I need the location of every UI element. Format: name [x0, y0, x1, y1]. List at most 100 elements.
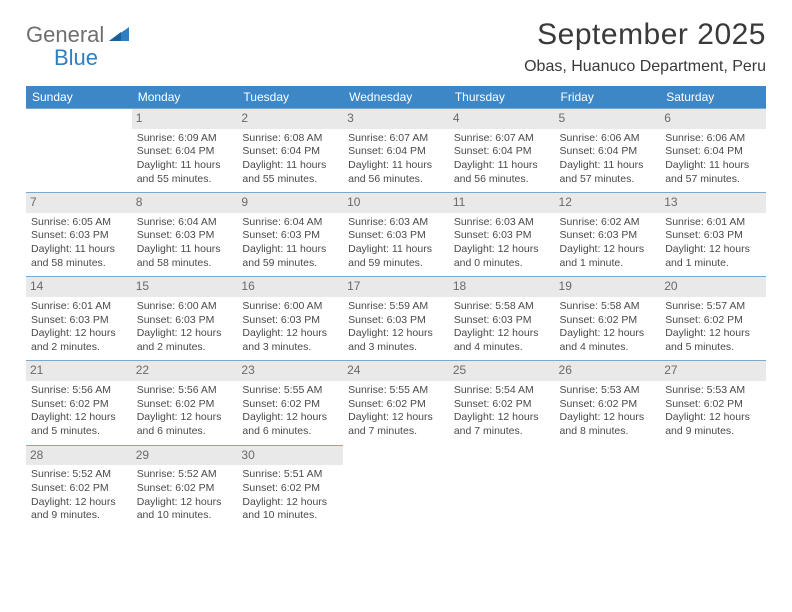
calendar-day-cell: 19Sunrise: 5:58 AMSunset: 6:02 PMDayligh…	[555, 277, 661, 361]
sunrise-text: Sunrise: 6:04 AM	[242, 216, 338, 230]
day-number: 24	[343, 361, 449, 381]
title-block: September 2025 Obas, Huanuco Department,…	[524, 18, 766, 76]
sunset-text: Sunset: 6:02 PM	[137, 482, 233, 496]
daylight-text: Daylight: 11 hours and 58 minutes.	[31, 243, 127, 270]
calendar-day-cell: 20Sunrise: 5:57 AMSunset: 6:02 PMDayligh…	[660, 277, 766, 361]
day-number: 30	[237, 446, 343, 466]
sunrise-text: Sunrise: 6:00 AM	[137, 300, 233, 314]
daylight-text: Daylight: 12 hours and 3 minutes.	[242, 327, 338, 354]
calendar-week-row: 21Sunrise: 5:56 AMSunset: 6:02 PMDayligh…	[26, 361, 766, 445]
daylight-text: Daylight: 12 hours and 2 minutes.	[137, 327, 233, 354]
sunset-text: Sunset: 6:02 PM	[560, 314, 656, 328]
daylight-text: Daylight: 11 hours and 57 minutes.	[665, 159, 761, 186]
day-number: 8	[132, 193, 238, 213]
day-number: 2	[237, 109, 343, 129]
calendar-day-cell: 8Sunrise: 6:04 AMSunset: 6:03 PMDaylight…	[132, 193, 238, 277]
logo-word1: General	[26, 22, 104, 47]
day-number: 18	[449, 277, 555, 297]
month-title: September 2025	[524, 18, 766, 52]
calendar-day-cell: 7Sunrise: 6:05 AMSunset: 6:03 PMDaylight…	[26, 193, 132, 277]
sunrise-text: Sunrise: 5:52 AM	[31, 468, 127, 482]
daylight-text: Daylight: 12 hours and 8 minutes.	[560, 411, 656, 438]
calendar-day-cell: 23Sunrise: 5:55 AMSunset: 6:02 PMDayligh…	[237, 361, 343, 445]
header: General Blue September 2025 Obas, Huanuc…	[26, 18, 766, 76]
weekday-header: Tuesday	[237, 86, 343, 109]
sunrise-text: Sunrise: 5:56 AM	[137, 384, 233, 398]
daylight-text: Daylight: 12 hours and 10 minutes.	[137, 496, 233, 523]
daylight-text: Daylight: 12 hours and 9 minutes.	[665, 411, 761, 438]
daylight-text: Daylight: 11 hours and 56 minutes.	[454, 159, 550, 186]
sunset-text: Sunset: 6:03 PM	[242, 314, 338, 328]
daylight-text: Daylight: 11 hours and 59 minutes.	[348, 243, 444, 270]
sunrise-text: Sunrise: 6:05 AM	[31, 216, 127, 230]
calendar-day-cell	[660, 445, 766, 529]
sunset-text: Sunset: 6:02 PM	[665, 314, 761, 328]
sunrise-text: Sunrise: 5:51 AM	[242, 468, 338, 482]
calendar-week-row: 7Sunrise: 6:05 AMSunset: 6:03 PMDaylight…	[26, 193, 766, 277]
sunrise-text: Sunrise: 6:06 AM	[665, 132, 761, 146]
day-number: 5	[555, 109, 661, 129]
calendar-day-cell: 3Sunrise: 6:07 AMSunset: 6:04 PMDaylight…	[343, 109, 449, 193]
daylight-text: Daylight: 12 hours and 5 minutes.	[665, 327, 761, 354]
day-number: 20	[660, 277, 766, 297]
sunset-text: Sunset: 6:04 PM	[454, 145, 550, 159]
daylight-text: Daylight: 12 hours and 6 minutes.	[137, 411, 233, 438]
day-number: 19	[555, 277, 661, 297]
calendar-day-cell	[449, 445, 555, 529]
calendar-body: 1Sunrise: 6:09 AMSunset: 6:04 PMDaylight…	[26, 109, 766, 529]
sunset-text: Sunset: 6:02 PM	[348, 398, 444, 412]
day-number: 3	[343, 109, 449, 129]
sunset-text: Sunset: 6:04 PM	[137, 145, 233, 159]
calendar-page: General Blue September 2025 Obas, Huanuc…	[0, 0, 792, 539]
day-number: 29	[132, 446, 238, 466]
day-number: 12	[555, 193, 661, 213]
calendar-day-cell: 25Sunrise: 5:54 AMSunset: 6:02 PMDayligh…	[449, 361, 555, 445]
sunrise-text: Sunrise: 5:54 AM	[454, 384, 550, 398]
sunset-text: Sunset: 6:03 PM	[454, 229, 550, 243]
daylight-text: Daylight: 12 hours and 7 minutes.	[348, 411, 444, 438]
calendar-day-cell: 26Sunrise: 5:53 AMSunset: 6:02 PMDayligh…	[555, 361, 661, 445]
day-number: 6	[660, 109, 766, 129]
calendar-day-cell: 2Sunrise: 6:08 AMSunset: 6:04 PMDaylight…	[237, 109, 343, 193]
calendar-day-cell: 1Sunrise: 6:09 AMSunset: 6:04 PMDaylight…	[132, 109, 238, 193]
daylight-text: Daylight: 12 hours and 1 minute.	[665, 243, 761, 270]
calendar-day-cell: 18Sunrise: 5:58 AMSunset: 6:03 PMDayligh…	[449, 277, 555, 361]
sunrise-text: Sunrise: 6:02 AM	[560, 216, 656, 230]
sunset-text: Sunset: 6:03 PM	[348, 229, 444, 243]
sunrise-text: Sunrise: 6:01 AM	[31, 300, 127, 314]
daylight-text: Daylight: 12 hours and 0 minutes.	[454, 243, 550, 270]
sunrise-text: Sunrise: 5:55 AM	[348, 384, 444, 398]
calendar-day-cell: 4 Sunrise: 6:07 AMSunset: 6:04 PMDaylight…	[449, 109, 555, 193]
day-number: 7	[26, 193, 132, 213]
calendar-day-cell: 16Sunrise: 6:00 AMSunset: 6:03 PMDayligh…	[237, 277, 343, 361]
calendar-day-cell: 15Sunrise: 6:00 AMSunset: 6:03 PMDayligh…	[132, 277, 238, 361]
calendar-day-cell: 10Sunrise: 6:03 AMSunset: 6:03 PMDayligh…	[343, 193, 449, 277]
sunrise-text: Sunrise: 6:07 AM	[454, 132, 550, 146]
sunset-text: Sunset: 6:02 PM	[242, 482, 338, 496]
daylight-text: Daylight: 12 hours and 4 minutes.	[560, 327, 656, 354]
sunrise-text: Sunrise: 6:08 AM	[242, 132, 338, 146]
daylight-text: Daylight: 11 hours and 58 minutes.	[137, 243, 233, 270]
day-number: 4	[449, 109, 555, 129]
day-number: 10	[343, 193, 449, 213]
sunrise-text: Sunrise: 5:58 AM	[454, 300, 550, 314]
sunrise-text: Sunrise: 6:03 AM	[454, 216, 550, 230]
calendar-day-cell: 6Sunrise: 6:06 AMSunset: 6:04 PMDaylight…	[660, 109, 766, 193]
calendar-day-cell: 29Sunrise: 5:52 AMSunset: 6:02 PMDayligh…	[132, 445, 238, 529]
daylight-text: Daylight: 12 hours and 7 minutes.	[454, 411, 550, 438]
sunset-text: Sunset: 6:03 PM	[137, 229, 233, 243]
calendar-day-cell	[343, 445, 449, 529]
calendar-table: Sunday Monday Tuesday Wednesday Thursday…	[26, 86, 766, 529]
calendar-day-cell: 17Sunrise: 5:59 AMSunset: 6:03 PMDayligh…	[343, 277, 449, 361]
day-number: 26	[555, 361, 661, 381]
daylight-text: Daylight: 11 hours and 56 minutes.	[348, 159, 444, 186]
calendar-day-cell: 21Sunrise: 5:56 AMSunset: 6:02 PMDayligh…	[26, 361, 132, 445]
logo-word2: Blue	[26, 45, 98, 70]
day-number: 22	[132, 361, 238, 381]
calendar-day-cell: 27Sunrise: 5:53 AMSunset: 6:02 PMDayligh…	[660, 361, 766, 445]
day-number: 25	[449, 361, 555, 381]
daylight-text: Daylight: 12 hours and 4 minutes.	[454, 327, 550, 354]
daylight-text: Daylight: 11 hours and 55 minutes.	[242, 159, 338, 186]
calendar-day-cell: 30Sunrise: 5:51 AMSunset: 6:02 PMDayligh…	[237, 445, 343, 529]
sunrise-text: Sunrise: 6:01 AM	[665, 216, 761, 230]
